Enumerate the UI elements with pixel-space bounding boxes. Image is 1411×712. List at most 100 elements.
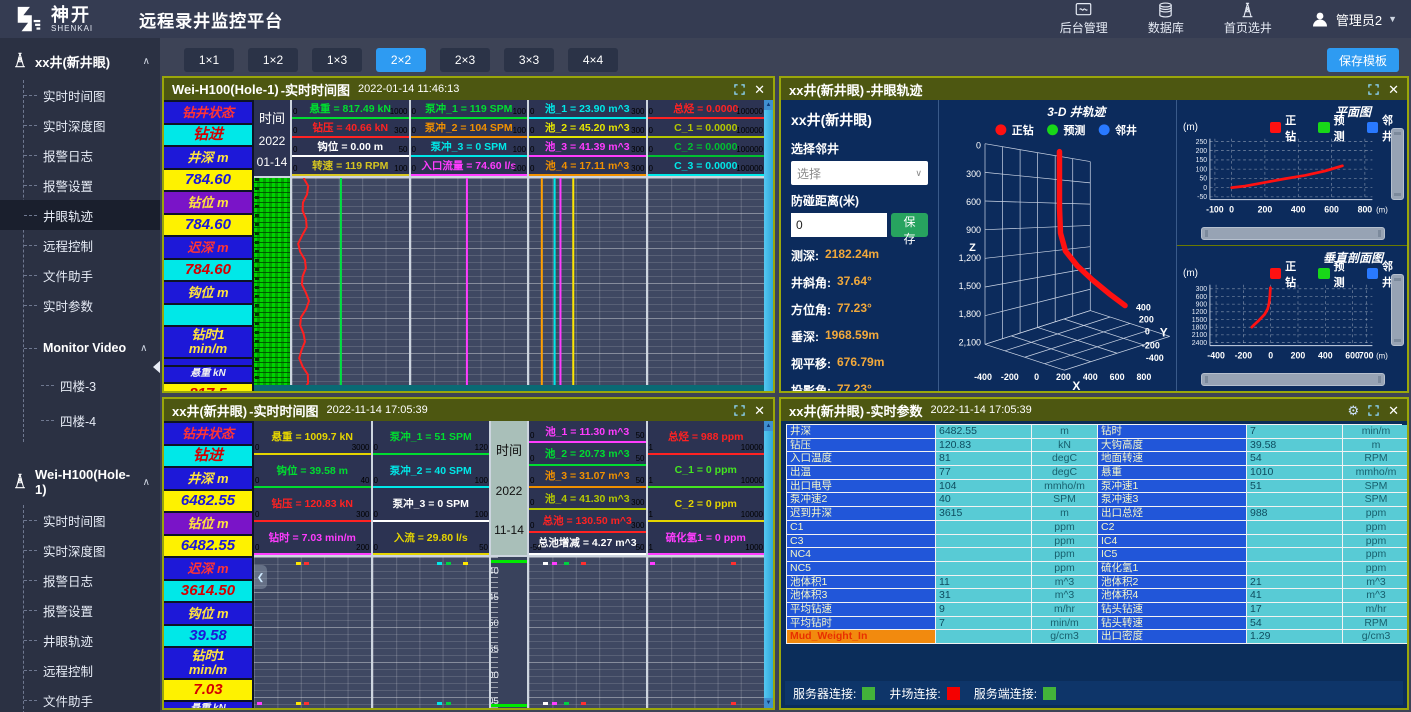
param-unit-cell: ppm (1343, 507, 1407, 521)
svg-text:1,200: 1,200 (959, 253, 981, 263)
expand-icon[interactable] (1368, 405, 1379, 416)
layout-button-3×3[interactable]: 3×3 (504, 48, 554, 72)
menu-item-well-select[interactable]: 首页选井 (1224, 2, 1272, 36)
collapse-caret-icon[interactable]: ∧ (140, 343, 147, 354)
sidebar-well-root[interactable]: Wei-H100(Hole-1)∧ (0, 454, 160, 505)
scale-min: 0 (374, 476, 378, 485)
expand-icon[interactable] (734, 405, 745, 416)
vertical-slider[interactable] (1391, 128, 1404, 200)
track-plot[interactable] (292, 178, 409, 391)
scroll-up-icon[interactable]: ▲ (764, 421, 773, 431)
sidebar-item[interactable]: 文件助手 (24, 685, 160, 712)
track-plot[interactable] (529, 178, 646, 391)
scroll-down-icon[interactable]: ▼ (764, 698, 773, 708)
track-plot[interactable] (529, 557, 646, 708)
scroll-up-icon[interactable]: ▲ (764, 100, 773, 110)
plan-view-plot[interactable]: 平面图(m)正钻预测邻井250200150100500-50-100020040… (1177, 100, 1407, 245)
time-ruler[interactable]: 16:4016:4516:5016:5517:0017:05 (491, 557, 527, 708)
track-plot[interactable]: ❮ (254, 557, 371, 708)
offset-well-select[interactable]: 选择 ∨ (791, 161, 928, 185)
lithology-column[interactable] (254, 178, 290, 391)
scale-min: 0 (530, 476, 534, 485)
close-icon[interactable]: ✕ (1388, 404, 1399, 417)
panel-titlebar[interactable]: xx井(新井眼) -井眼轨迹 ✕ (781, 78, 1407, 100)
sidebar-item[interactable]: 实时参数 (24, 290, 160, 320)
layout-button-2×2[interactable]: 2×2 (376, 48, 426, 72)
data-dot (581, 562, 586, 565)
panel-titlebar[interactable]: Wei-H100(Hole-1) -实时时间图 2022-01-14 11:46… (164, 78, 773, 100)
sidebar-item[interactable]: 实时深度图 (24, 535, 160, 565)
menu-item-database[interactable]: 数据库 (1148, 2, 1184, 36)
param-value: 784.60 (164, 215, 252, 235)
param-name-cell: 悬重 (1098, 466, 1247, 480)
sidebar-item[interactable]: 实时时间图 (24, 80, 160, 110)
scale-max: 120 (475, 443, 488, 452)
trajectory-info-column: xx井(新井眼) 选择邻井 选择 ∨ 防碰距离(米) 保存 测深: (781, 100, 939, 391)
anticollision-distance-input[interactable] (791, 213, 887, 237)
sidebar-item[interactable]: 报警设置 (24, 595, 160, 625)
collapse-caret-icon[interactable]: ∧ (143, 477, 150, 488)
layout-button-2×3[interactable]: 2×3 (440, 48, 490, 72)
param-name-cell: IC5 (1098, 548, 1247, 562)
param-value-cell: 3615 (936, 507, 1032, 521)
panel-title-suffix: -实时时间图 (281, 80, 350, 99)
sidebar-item[interactable]: 报警日志 (24, 565, 160, 595)
expand-icon[interactable] (734, 84, 745, 95)
sidebar-item[interactable]: 文件助手 (24, 260, 160, 290)
svg-text:-100: -100 (1206, 205, 1224, 215)
save-button[interactable]: 保存 (891, 213, 928, 237)
horizontal-slider[interactable] (1201, 373, 1385, 386)
track-scale-row: -50总池增减 = 4.27 m^350 (529, 533, 646, 555)
collapse-left-icon[interactable]: ❮ (254, 565, 267, 589)
panel-titlebar[interactable]: xx井(新井眼) -实时参数 2022-11-14 17:05:39 ⚙ ✕ (781, 399, 1407, 421)
close-icon[interactable]: ✕ (754, 83, 765, 96)
trajectory-3d-plot[interactable]: 3-D 井轨迹正钻预测邻井03006009001,2001,5001,8002,… (939, 100, 1177, 391)
vertical-scrollbar[interactable]: ▲▼ (764, 421, 773, 708)
layout-button-4×4[interactable]: 4×4 (568, 48, 618, 72)
sidebar-item[interactable]: 实时深度图 (24, 110, 160, 140)
close-icon[interactable]: ✕ (754, 404, 765, 417)
gear-icon[interactable]: ⚙ (1347, 404, 1359, 417)
param-value: 6482.55 (164, 491, 252, 511)
menu-item-admin[interactable]: 后台管理 (1060, 2, 1108, 36)
derrick-icon (12, 51, 28, 72)
layout-button-1×3[interactable]: 1×3 (312, 48, 362, 72)
track-plot[interactable] (373, 557, 490, 708)
expand-icon[interactable] (1368, 84, 1379, 95)
track-plot[interactable] (648, 557, 765, 708)
time-header-label: 时间 (496, 440, 522, 459)
sidebar-item[interactable]: 报警日志 (24, 140, 160, 170)
curve-label: 转速 = 119 RPM (312, 158, 388, 173)
collapse-caret-icon[interactable]: ∧ (143, 56, 150, 67)
sidebar-well-root[interactable]: xx井(新井眼)∧ (0, 38, 160, 80)
sidebar-item[interactable]: 井眼轨迹 (0, 200, 160, 230)
sidebar-item[interactable]: 报警设置 (24, 170, 160, 200)
horizontal-slider[interactable] (1201, 227, 1385, 240)
track-column-3: 0池_1 = 23.90 m^33000池_2 = 45.20 m^33000池… (527, 100, 646, 391)
sidebar-item[interactable]: 远程控制 (24, 655, 160, 685)
sidebar-item[interactable]: 四楼-4 (41, 403, 160, 438)
vertical-section-plot[interactable]: 垂直剖面图(m)正钻预测邻井30060090012001500180021002… (1177, 245, 1407, 391)
horizontal-scrollbar[interactable] (254, 385, 764, 391)
layout-button-1×1[interactable]: 1×1 (184, 48, 234, 72)
scale-max: 100 (475, 510, 488, 519)
track-plot[interactable] (411, 178, 528, 391)
save-template-button[interactable]: 保存模板 (1327, 48, 1399, 72)
user-menu[interactable]: 管理员2 ▼ (1310, 9, 1397, 29)
data-dot (437, 562, 442, 565)
layout-button-1×2[interactable]: 1×2 (248, 48, 298, 72)
close-icon[interactable]: ✕ (1388, 83, 1399, 96)
track-scale-row: 0钻压 = 40.66 kN300 (292, 119, 409, 138)
sidebar-item-monitor-video[interactable]: Monitor Video∧ (24, 328, 160, 368)
sidebar-item[interactable]: 实时时间图 (24, 505, 160, 535)
sidebar-item[interactable]: 四楼-3 (41, 368, 160, 403)
track-scale-row: 1总烃 = 988 ppm10000 (648, 421, 765, 455)
param-unit-cell: ppm (1343, 535, 1407, 549)
track-plot[interactable] (648, 178, 765, 391)
param-name-cell: 出温 (787, 466, 936, 480)
sidebar-item[interactable]: 远程控制 (24, 230, 160, 260)
panel-titlebar[interactable]: xx井(新井眼) -实时时间图 2022-11-14 17:05:39 ✕ (164, 399, 773, 421)
vertical-scrollbar[interactable]: ▲ (764, 100, 773, 391)
sidebar-item[interactable]: 井眼轨迹 (24, 625, 160, 655)
vertical-slider[interactable] (1391, 274, 1404, 346)
